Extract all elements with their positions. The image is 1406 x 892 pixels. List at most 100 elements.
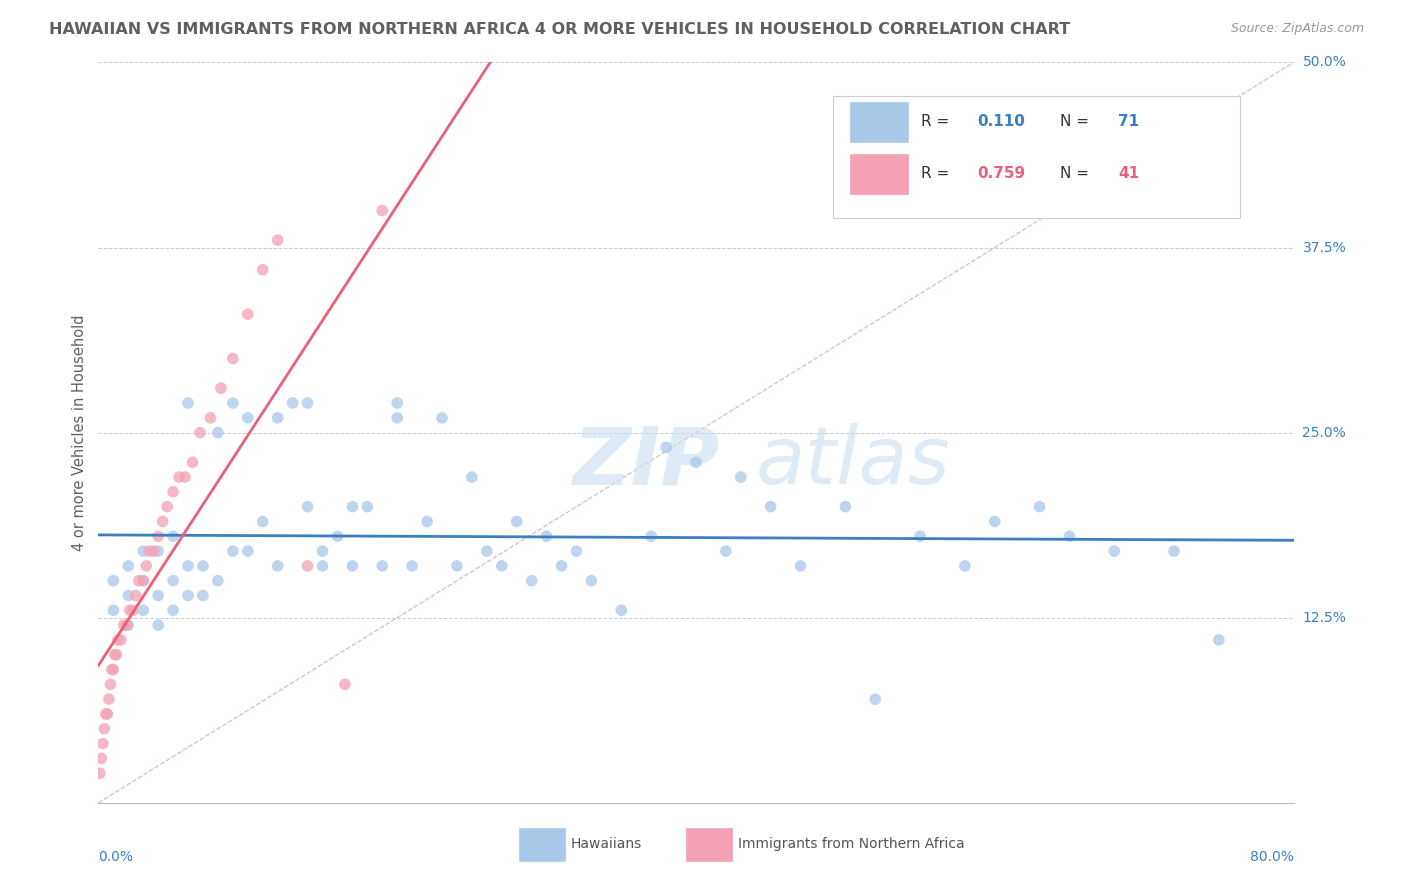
Point	[207, 425, 229, 440]
Point	[908, 529, 931, 543]
Text: 50.0%: 50.0%	[1302, 55, 1346, 70]
Point	[117, 618, 139, 632]
Point	[167, 470, 190, 484]
Point	[342, 500, 364, 514]
Point	[191, 589, 214, 603]
Text: 25.0%: 25.0%	[1302, 425, 1346, 440]
Point	[491, 558, 513, 573]
Point	[446, 558, 468, 573]
Point	[132, 603, 155, 617]
Point	[138, 544, 160, 558]
Point	[1028, 500, 1050, 514]
Point	[281, 396, 304, 410]
Point	[236, 307, 259, 321]
Point	[730, 470, 752, 484]
Point	[132, 574, 155, 588]
Point	[640, 529, 662, 543]
Point	[252, 515, 274, 529]
Point	[581, 574, 603, 588]
Point	[89, 766, 111, 780]
Point	[385, 410, 409, 425]
Text: 37.5%: 37.5%	[1302, 241, 1346, 254]
Point	[112, 618, 135, 632]
Point	[311, 544, 333, 558]
Point	[177, 589, 200, 603]
Text: N =: N =	[1060, 166, 1094, 181]
Point	[1163, 544, 1185, 558]
FancyBboxPatch shape	[851, 103, 907, 143]
FancyBboxPatch shape	[519, 828, 565, 861]
Point	[105, 648, 128, 662]
Text: HAWAIIAN VS IMMIGRANTS FROM NORTHERN AFRICA 4 OR MORE VEHICLES IN HOUSEHOLD CORR: HAWAIIAN VS IMMIGRANTS FROM NORTHERN AFR…	[49, 22, 1070, 37]
Point	[655, 441, 678, 455]
Point	[267, 558, 290, 573]
Point	[188, 425, 211, 440]
Point	[132, 544, 155, 558]
Point	[148, 589, 170, 603]
Point	[236, 544, 259, 558]
Point	[104, 648, 127, 662]
Point	[148, 529, 170, 543]
Text: atlas: atlas	[756, 423, 950, 501]
Point	[118, 603, 141, 617]
Point	[94, 706, 117, 721]
Point	[401, 558, 423, 573]
Point	[162, 484, 184, 499]
Text: 41: 41	[1118, 166, 1139, 181]
Point	[162, 574, 184, 588]
Point	[93, 722, 115, 736]
Point	[117, 589, 139, 603]
Text: 12.5%: 12.5%	[1302, 611, 1347, 624]
Point	[222, 351, 245, 366]
Point	[107, 632, 129, 647]
Point	[103, 603, 125, 617]
Point	[333, 677, 356, 691]
Point	[200, 410, 222, 425]
Point	[148, 544, 170, 558]
Point	[565, 544, 588, 558]
Point	[132, 574, 155, 588]
Point	[385, 396, 409, 410]
Text: Immigrants from Northern Africa: Immigrants from Northern Africa	[738, 838, 965, 851]
FancyBboxPatch shape	[834, 95, 1240, 218]
Text: R =: R =	[921, 114, 953, 129]
Point	[953, 558, 976, 573]
Point	[610, 603, 633, 617]
Text: 0.759: 0.759	[977, 166, 1025, 181]
Point	[685, 455, 707, 469]
Y-axis label: 4 or more Vehicles in Household: 4 or more Vehicles in Household	[72, 314, 87, 551]
Point	[252, 262, 274, 277]
Point	[714, 544, 737, 558]
Point	[1104, 544, 1126, 558]
Point	[90, 751, 112, 765]
Point	[475, 544, 498, 558]
Point	[110, 632, 132, 647]
Point	[209, 381, 232, 395]
Point	[267, 233, 290, 247]
Point	[191, 558, 214, 573]
Text: Source: ZipAtlas.com: Source: ZipAtlas.com	[1230, 22, 1364, 36]
Point	[207, 574, 229, 588]
Point	[115, 618, 138, 632]
Point	[1208, 632, 1230, 647]
Point	[156, 500, 179, 514]
Text: N =: N =	[1060, 114, 1094, 129]
FancyBboxPatch shape	[851, 154, 907, 194]
Point	[297, 500, 319, 514]
Text: ZIP: ZIP	[572, 423, 720, 501]
Point	[834, 500, 856, 514]
Point	[162, 529, 184, 543]
Point	[1059, 529, 1081, 543]
Point	[326, 529, 349, 543]
Point	[430, 410, 453, 425]
Point	[181, 455, 204, 469]
Point	[356, 500, 378, 514]
Point	[121, 603, 143, 617]
Text: 0.110: 0.110	[977, 114, 1025, 129]
Point	[371, 203, 394, 218]
Point	[222, 544, 245, 558]
Point	[101, 663, 124, 677]
Point	[297, 396, 319, 410]
Point	[520, 574, 543, 588]
Point	[416, 515, 439, 529]
